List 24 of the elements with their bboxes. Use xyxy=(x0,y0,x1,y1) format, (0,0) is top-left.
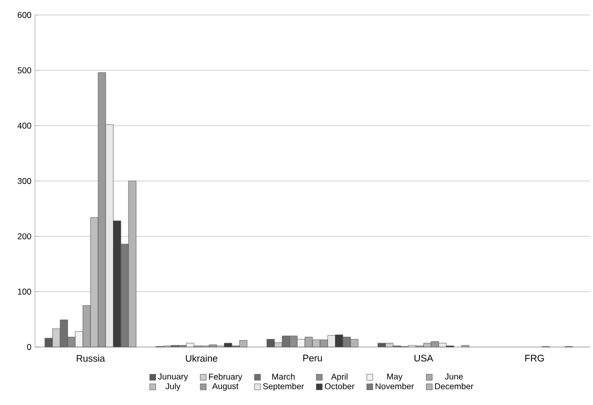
x-tick-label: Peru xyxy=(303,354,322,362)
x-tick-label: FRG xyxy=(525,354,544,362)
x-tick-label: USA xyxy=(414,354,434,362)
x-tick-label: Ukraine xyxy=(186,354,218,362)
legend-label: July xyxy=(166,383,180,391)
y-tick-label: 500 xyxy=(18,67,32,74)
legend-label: June xyxy=(444,374,463,380)
y-tick-label: 0 xyxy=(27,344,32,350)
legend-label: Junuary xyxy=(158,374,188,382)
y-tick-label: 100 xyxy=(18,288,32,295)
legend-label: September xyxy=(263,383,304,391)
legend-label: December xyxy=(435,383,474,390)
y-tick-label: 300 xyxy=(18,178,32,184)
legend-label: May xyxy=(387,374,403,382)
legend-label: March xyxy=(272,373,295,380)
y-tick-label: 400 xyxy=(18,122,32,129)
legend-label: April xyxy=(331,373,348,382)
x-tick-label: Russia xyxy=(76,354,105,362)
legend-label: November xyxy=(376,383,414,390)
y-tick-label: 600 xyxy=(18,12,32,18)
legend-label: August xyxy=(212,383,238,391)
y-tick-label: 200 xyxy=(18,233,32,240)
legend-label: February xyxy=(209,373,242,382)
legend-label: October xyxy=(324,383,354,390)
